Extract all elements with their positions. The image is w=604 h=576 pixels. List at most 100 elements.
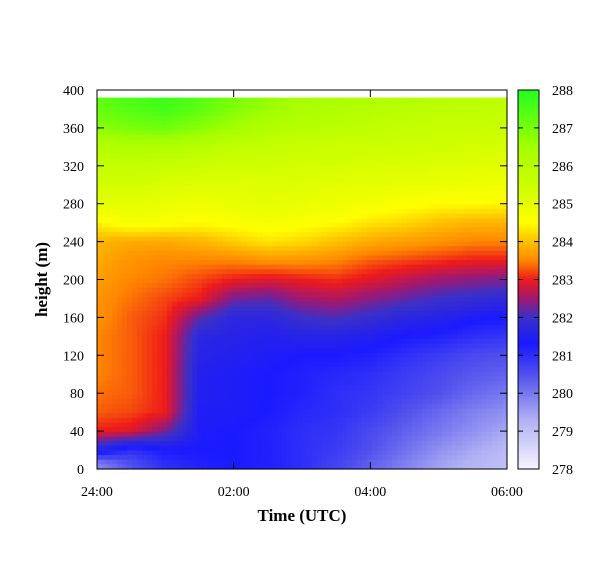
heatmap-cell bbox=[377, 176, 383, 182]
heatmap-cell bbox=[457, 106, 463, 113]
heatmap-cell bbox=[317, 227, 323, 233]
heatmap-cell bbox=[477, 102, 483, 108]
heatmap-cell bbox=[502, 250, 508, 257]
heatmap-cell bbox=[182, 334, 188, 340]
heatmap-cell bbox=[147, 301, 153, 308]
heatmap-cell bbox=[437, 241, 443, 247]
heatmap-cell bbox=[232, 339, 238, 345]
heatmap-cell bbox=[362, 366, 368, 373]
heatmap-cell bbox=[442, 320, 448, 326]
heatmap-cell bbox=[502, 278, 508, 284]
heatmap-cell bbox=[167, 260, 173, 266]
heatmap-cell bbox=[352, 246, 358, 252]
heatmap-cell bbox=[192, 144, 198, 150]
heatmap-cell bbox=[342, 139, 348, 145]
heatmap-cell bbox=[187, 376, 193, 382]
heatmap-cell bbox=[327, 120, 333, 127]
heatmap-cell bbox=[247, 171, 253, 178]
heatmap-cell bbox=[407, 260, 413, 266]
heatmap-cell bbox=[327, 325, 333, 331]
heatmap-cell bbox=[407, 264, 413, 270]
heatmap-cell bbox=[322, 139, 328, 145]
heatmap-cell bbox=[242, 102, 248, 108]
heatmap-cell bbox=[102, 167, 108, 173]
heatmap-cell bbox=[267, 171, 273, 178]
heatmap-cell bbox=[402, 371, 408, 377]
heatmap-cell bbox=[247, 352, 253, 359]
heatmap-cell bbox=[347, 222, 353, 229]
heatmap-cell bbox=[312, 269, 318, 275]
heatmap-cell bbox=[152, 213, 158, 219]
heatmap-cell bbox=[207, 255, 213, 261]
heatmap-cell bbox=[132, 287, 138, 294]
heatmap-cell bbox=[367, 306, 373, 312]
heatmap-cell bbox=[462, 116, 468, 122]
heatmap-cell bbox=[447, 287, 453, 294]
heatmap-cell bbox=[292, 352, 298, 359]
heatmap-cell bbox=[362, 376, 368, 382]
heatmap-cell bbox=[232, 352, 238, 359]
heatmap-cell bbox=[267, 199, 273, 205]
heatmap-cell bbox=[157, 320, 163, 326]
heatmap-cell bbox=[347, 274, 353, 280]
heatmap-cell bbox=[387, 125, 393, 131]
heatmap-cell bbox=[107, 343, 113, 349]
heatmap-cell bbox=[282, 153, 288, 159]
heatmap-cell bbox=[117, 315, 123, 322]
heatmap-cell bbox=[342, 366, 348, 373]
heatmap-cell bbox=[387, 264, 393, 270]
heatmap-cell bbox=[212, 339, 218, 345]
heatmap-cell bbox=[302, 195, 308, 201]
heatmap-cell bbox=[272, 227, 278, 233]
heatmap-cell bbox=[432, 362, 438, 368]
heatmap-cell bbox=[142, 334, 148, 340]
heatmap-cell bbox=[417, 218, 423, 224]
heatmap-cell bbox=[392, 199, 398, 205]
heatmap-cell bbox=[417, 362, 423, 368]
heatmap-cell bbox=[197, 111, 203, 117]
heatmap-cell bbox=[392, 339, 398, 345]
heatmap-cell bbox=[292, 329, 298, 335]
heatmap-cell bbox=[217, 204, 223, 210]
heatmap-cell bbox=[427, 120, 433, 127]
heatmap-cell bbox=[212, 195, 218, 201]
heatmap-cell bbox=[147, 153, 153, 159]
heatmap-cell bbox=[187, 274, 193, 280]
heatmap-cell bbox=[122, 148, 128, 154]
heatmap-cell bbox=[497, 283, 503, 289]
heatmap-cell bbox=[342, 199, 348, 205]
heatmap-cell bbox=[437, 357, 443, 363]
heatmap-cell bbox=[432, 176, 438, 182]
heatmap-cell bbox=[377, 106, 383, 113]
heatmap-cell bbox=[287, 195, 293, 201]
heatmap-cell bbox=[267, 209, 273, 215]
heatmap-cell bbox=[102, 274, 108, 280]
heatmap-cell bbox=[162, 213, 168, 219]
heatmap-cell bbox=[177, 241, 183, 247]
heatmap-cell bbox=[287, 376, 293, 382]
heatmap-cell bbox=[247, 264, 253, 270]
heatmap-cell bbox=[117, 199, 123, 205]
heatmap-cell bbox=[132, 315, 138, 322]
heatmap-cell bbox=[357, 246, 363, 252]
heatmap-cell bbox=[437, 297, 443, 303]
heatmap-cell bbox=[477, 125, 483, 131]
heatmap-cell bbox=[382, 185, 388, 192]
heatmap-cell bbox=[447, 278, 453, 284]
heatmap-cell bbox=[127, 269, 133, 275]
heatmap-cell bbox=[427, 218, 433, 224]
heatmap-cell bbox=[437, 199, 443, 205]
heatmap-cell bbox=[237, 181, 243, 187]
heatmap-cell bbox=[277, 222, 283, 229]
heatmap-cell bbox=[342, 111, 348, 117]
heatmap-cell bbox=[462, 157, 468, 164]
heatmap-cell bbox=[117, 111, 123, 117]
heatmap-cell bbox=[317, 125, 323, 131]
heatmap-cell bbox=[237, 120, 243, 127]
heatmap-cell bbox=[167, 287, 173, 294]
heatmap-cell bbox=[392, 250, 398, 257]
heatmap-cell bbox=[242, 287, 248, 294]
heatmap-cell bbox=[162, 139, 168, 145]
heatmap-cell bbox=[282, 218, 288, 224]
heatmap-cell bbox=[347, 213, 353, 219]
